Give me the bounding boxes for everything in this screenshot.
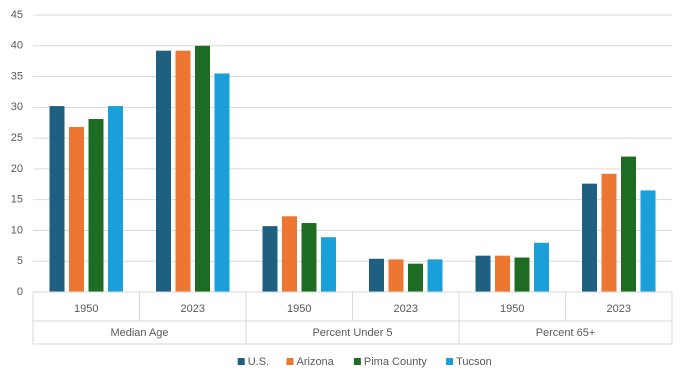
- x-tick-label: 2023: [181, 303, 205, 315]
- bar: [108, 106, 123, 292]
- bar: [301, 223, 317, 292]
- legend-swatch: [286, 358, 294, 365]
- bar: [214, 73, 230, 292]
- bar: [262, 226, 278, 292]
- bar: [175, 50, 191, 292]
- y-tick-label: 20: [11, 163, 23, 175]
- legend-label: Arizona: [297, 356, 335, 368]
- bar: [427, 259, 443, 292]
- group-label: Percent Under 5: [312, 327, 392, 339]
- legend-label: Pima County: [364, 356, 427, 368]
- bar: [514, 257, 530, 292]
- bar: [388, 259, 404, 292]
- legend-swatch: [446, 358, 454, 365]
- y-tick-label: 30: [11, 101, 23, 113]
- x-tick-label: 2023: [607, 303, 631, 315]
- x-tick-label: 1950: [74, 303, 98, 315]
- y-tick-label: 40: [11, 40, 23, 52]
- y-tick-label: 25: [11, 132, 23, 144]
- bar: [88, 119, 104, 292]
- legend-label: U.S.: [248, 356, 269, 368]
- y-tick-label: 35: [11, 70, 23, 82]
- bar: [321, 237, 336, 292]
- x-tick-label: 2023: [394, 303, 418, 315]
- bar: [156, 50, 171, 292]
- y-tick-label: 10: [11, 224, 23, 236]
- bar: [475, 255, 491, 292]
- y-tick-label: 45: [11, 9, 23, 21]
- x-tick-label: 1950: [287, 303, 311, 315]
- legend-swatch: [353, 358, 361, 365]
- bar: [601, 173, 617, 292]
- y-tick-label: 15: [11, 194, 23, 206]
- y-tick-label: 0: [17, 286, 23, 298]
- x-tick-label: 1950: [500, 303, 524, 315]
- group-label: Percent 65+: [536, 327, 596, 339]
- group-label: Median Age: [110, 327, 168, 339]
- bar: [640, 190, 656, 292]
- bar: [282, 216, 297, 292]
- bar: [621, 156, 636, 292]
- bar: [195, 45, 210, 293]
- bar: [49, 106, 65, 292]
- legend-swatch: [237, 358, 245, 365]
- bar: [495, 255, 510, 292]
- bar: [582, 183, 597, 292]
- legend-label: Tucson: [456, 356, 492, 368]
- y-tick-label: 5: [17, 255, 23, 267]
- bar: [369, 258, 384, 292]
- bar: [408, 263, 423, 292]
- bar: [534, 242, 549, 292]
- bar: [69, 127, 84, 292]
